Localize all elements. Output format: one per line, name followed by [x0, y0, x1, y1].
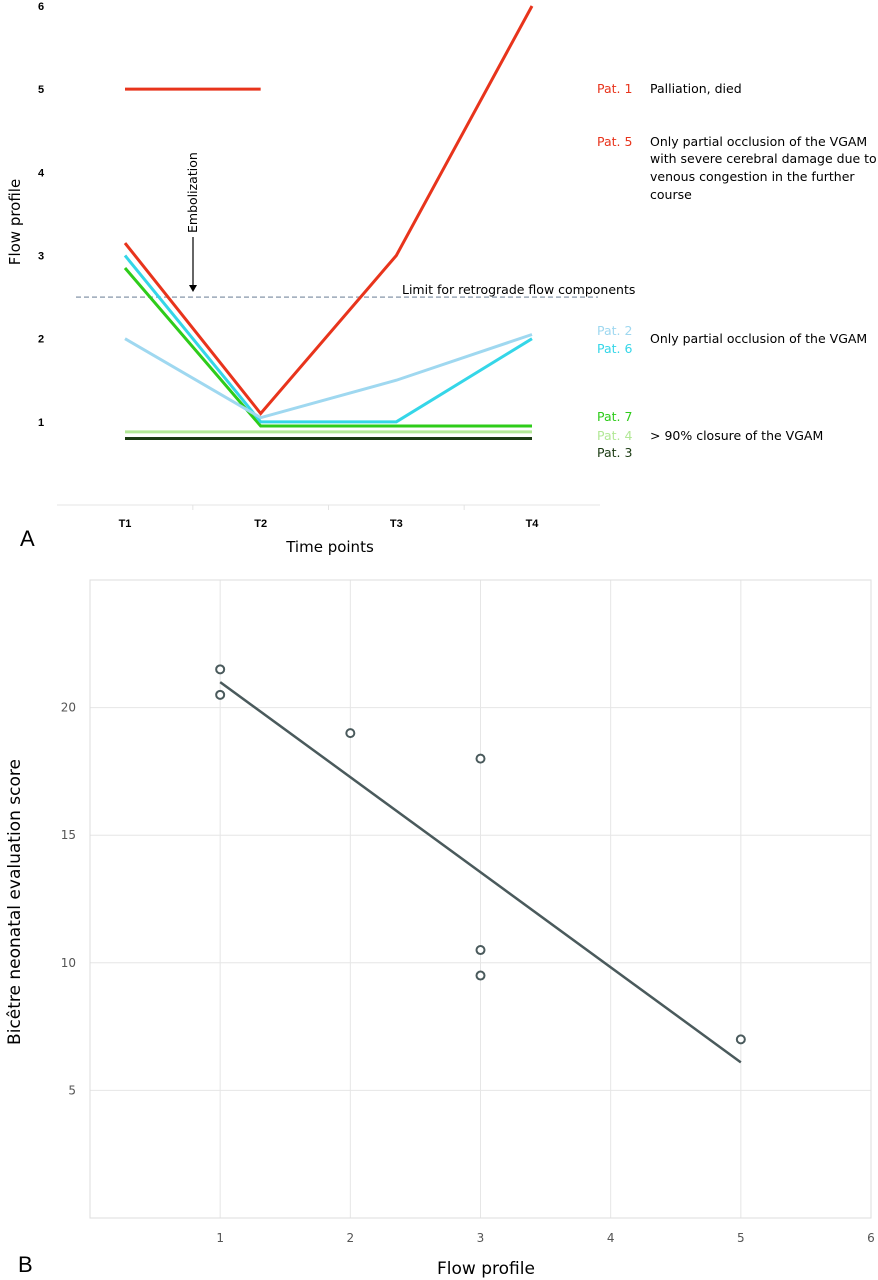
scatter-point [215, 689, 226, 700]
x-tick-label: T4 [526, 518, 540, 530]
series-lines [123, 5, 534, 440]
x-axis-title-b: Flow profile [437, 1259, 535, 1279]
y-tick-label: 6 [38, 1, 44, 13]
y-tick-label: 5 [38, 84, 44, 96]
desc-pat5-line3: venous congestion in the further [650, 169, 855, 184]
x-tick-labels: 1 2 3 4 5 6 [216, 1231, 874, 1245]
embolization-arrowhead [189, 285, 197, 292]
x-axis-title: Time points [285, 538, 374, 556]
scatter-point [735, 1034, 746, 1045]
y-tick-label: 4 [38, 167, 45, 179]
scatter-point [215, 664, 226, 675]
chart-panel-b: 1 2 3 4 5 6 5 10 15 20 Flow profile Bicêtre neon… [5, 579, 875, 1279]
grid [90, 580, 872, 1218]
desc-pat5-line2: with severe cerebral damage due to [650, 151, 877, 166]
y-tick-label: 1 [38, 417, 44, 429]
plot-frame [89, 579, 872, 1219]
scatter-point [475, 945, 486, 956]
scatter-point [345, 728, 356, 739]
scatter-points [215, 664, 746, 1045]
y-tick-label: 10 [61, 956, 76, 970]
legend-pat3: Pat. 3 [597, 445, 632, 460]
legend-pat4: Pat. 4 [597, 428, 632, 443]
series-line [124, 333, 533, 420]
x-tick-label: 4 [607, 1231, 615, 1245]
reference-line-label: Limit for retrograde flow components [402, 282, 635, 297]
y-tick-label: 20 [61, 701, 76, 715]
x-tick-label: T2 [254, 518, 267, 530]
x-tick-label: 3 [477, 1231, 485, 1245]
x-tick-labels: T1 T2 T3 T4 [119, 505, 540, 530]
legend-pat2: Pat. 2 [597, 323, 632, 338]
x-tick-label: 6 [867, 1231, 875, 1245]
y-tick-labels: 5 10 15 20 [61, 701, 76, 1098]
legend-pat5: Pat. 5 [597, 134, 632, 149]
x-tick-label: 5 [737, 1231, 745, 1245]
x-tick-label: 2 [347, 1231, 355, 1245]
x-tick-label: 1 [216, 1231, 224, 1245]
desc-pat7-4-3: > 90% closure of the VGAM [650, 428, 823, 443]
panel-label-b: B [18, 1252, 33, 1277]
trendline [219, 681, 742, 1064]
embolization-label: Embolization [185, 152, 200, 233]
y-tick-label: 15 [61, 828, 76, 842]
legend-pat6: Pat. 6 [597, 341, 632, 356]
y-tick-label: 2 [38, 334, 44, 346]
desc-pat5-line1: Only partial occlusion of the VGAM [650, 134, 867, 149]
legend-pat1: Pat. 1 [597, 81, 632, 96]
panel-label-a: A [20, 526, 35, 551]
scatter-point [475, 753, 486, 764]
x-tick-label: T3 [390, 518, 403, 530]
chart-panel-a: 1 2 3 4 5 6 T1 T2 T3 T4 Limit for retrograde flo… [6, 1, 877, 556]
desc-pat5-line4: course [650, 187, 692, 202]
y-axis-title-b: Bicêtre neonatal evaluation score [5, 759, 25, 1045]
y-axis-title: Flow profile [6, 179, 24, 265]
y-tick-label: 3 [38, 251, 44, 263]
series-line [123, 5, 534, 416]
desc-pat1: Palliation, died [650, 81, 742, 96]
x-tick-label: T1 [119, 518, 132, 530]
series-line [123, 266, 532, 428]
legend-pat7: Pat. 7 [597, 409, 632, 424]
series-line [123, 254, 533, 424]
y-tick-labels: 1 2 3 4 5 6 [38, 1, 45, 429]
scatter-point [475, 970, 486, 981]
y-tick-label: 5 [68, 1083, 76, 1097]
desc-pat2-6: Only partial occlusion of the VGAM [650, 331, 867, 346]
